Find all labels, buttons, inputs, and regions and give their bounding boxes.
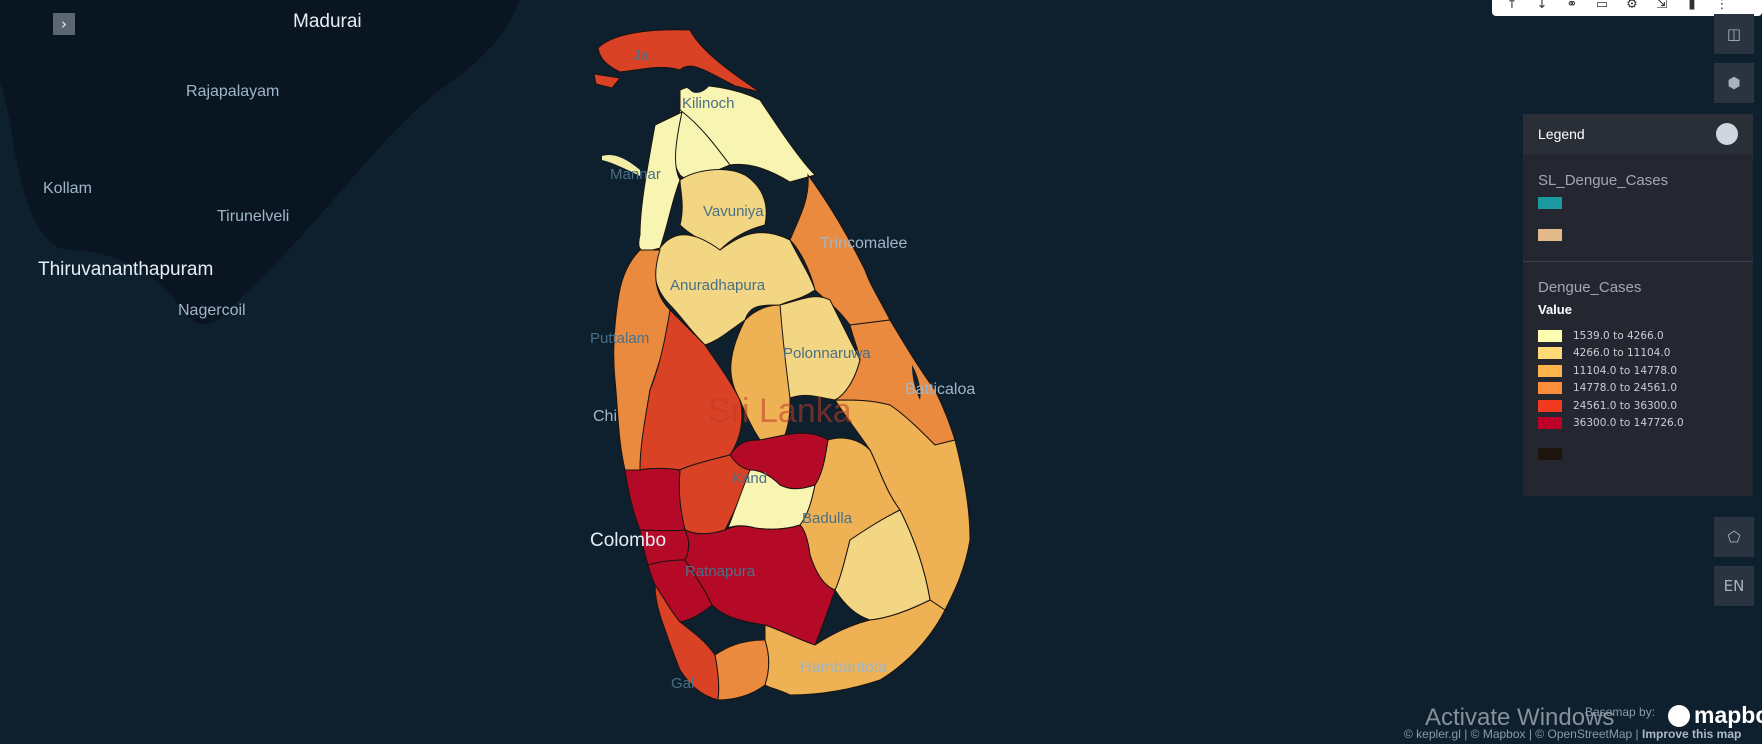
basemap-by-label: Basemap by: xyxy=(1585,705,1656,719)
label-madurai: Madurai xyxy=(293,11,362,32)
mapbox-logo-icon xyxy=(1668,704,1690,727)
district-kalutara[interactable] xyxy=(647,559,713,623)
mapbox-logo-text: mapbox xyxy=(1694,702,1762,728)
cube-icon: ⬢ xyxy=(1727,74,1741,92)
legend-bins: 1539.0 to 4266.0 4266.0 to 11104.0 11104.0… xyxy=(1523,327,1753,432)
label-polonnaruwa: Polonnaruwa xyxy=(783,345,871,362)
district-gampaha[interactable] xyxy=(624,468,686,532)
label-thiruvananthapuram: Thiruvananthapuram xyxy=(38,259,214,280)
district-monaragala[interactable] xyxy=(834,509,931,621)
district-vavuniya[interactable] xyxy=(679,169,767,251)
legend-bin-swatch xyxy=(1538,364,1562,377)
attribution: © kepler.gl | © Mapbox | © OpenStreetMap… xyxy=(1404,727,1741,741)
label-puttalam: Puttalam xyxy=(590,330,650,347)
draw-polygon-button[interactable]: ⬠ xyxy=(1714,517,1754,557)
gear-icon[interactable]: ⚙ xyxy=(1626,0,1638,12)
legend-bin-label: 14778.0 to 24561.0 xyxy=(1573,382,1678,395)
layer2-title: Dengue_Cases xyxy=(1538,279,1642,296)
comment-icon[interactable]: ▭ xyxy=(1595,0,1609,12)
district-jaffna[interactable] xyxy=(593,29,761,93)
attribution-text[interactable]: © kepler.gl | © Mapbox | © OpenStreetMap… xyxy=(1404,727,1639,741)
legend-bin-swatch xyxy=(1538,399,1562,412)
label-anuradhapura: Anuradhapura xyxy=(670,277,766,294)
district-polygons xyxy=(593,29,971,701)
legend-panel: Legend SL_Dengue_Cases Dengue_Cases Valu… xyxy=(1523,114,1753,496)
layer1-stroke-swatch xyxy=(1538,229,1562,241)
legend-bin-1: 4266.0 to 11104.0 xyxy=(1523,345,1753,363)
map-toolbar: ↑ ↓ ⚭ ▭ ⚙ ⇲ ▮ ⋮ xyxy=(1492,0,1762,16)
label-trincomalee: Trincomalee xyxy=(820,235,908,252)
label-rajapalayam: Rajapalayam xyxy=(186,83,280,100)
legend-title: Legend xyxy=(1538,126,1585,142)
label-tirunelveli: Tirunelveli xyxy=(217,208,290,225)
legend-bin-label: 11104.0 to 14778.0 xyxy=(1573,364,1678,377)
legend-bin-swatch xyxy=(1538,329,1562,342)
legend-bin-label: 1539.0 to 4266.0 xyxy=(1573,329,1664,342)
label-batticaloa: Batticaloa xyxy=(905,381,976,398)
legend-bin-2: 11104.0 to 14778.0 xyxy=(1523,362,1753,380)
label-kollam: Kollam xyxy=(43,180,92,197)
more-icon[interactable]: ⋮ xyxy=(1715,0,1729,12)
label-vavuniya: Vavuniya xyxy=(703,203,764,220)
label-chilaw: Chi xyxy=(593,408,618,425)
label-badulla: Badulla xyxy=(802,510,853,527)
language-button[interactable]: EN xyxy=(1714,566,1754,606)
legend-header: Legend xyxy=(1523,114,1753,154)
legend-bin-5: 36300.0 to 147726.0 xyxy=(1523,415,1753,433)
link-icon[interactable]: ⚭ xyxy=(1566,0,1578,12)
district-trincomalee[interactable] xyxy=(789,173,891,326)
layer1-title: SL_Dengue_Cases xyxy=(1538,172,1669,189)
legend-bin-3: 14778.0 to 24561.0 xyxy=(1523,380,1753,398)
label-jaffna: Ja xyxy=(633,47,649,64)
language-label: EN xyxy=(1723,577,1745,595)
label-kilinochchi: Kilinoch xyxy=(682,95,735,112)
legend-bin-swatch xyxy=(1538,417,1562,430)
legend-bin-label: 24561.0 to 36300.0 xyxy=(1573,399,1678,412)
label-galle: Gal xyxy=(671,675,695,692)
3d-view-button[interactable]: ⬢ xyxy=(1714,63,1754,103)
mapbox-logo[interactable]: mapbox xyxy=(1668,702,1762,729)
legend-bin-4: 24561.0 to 36300.0 xyxy=(1523,397,1753,415)
export-icon[interactable]: ⇲ xyxy=(1656,0,1668,12)
arrow-up-icon[interactable]: ↑ xyxy=(1506,0,1518,12)
label-sri-lanka: Sri Lanka xyxy=(708,392,852,430)
legend-bin-label: 4266.0 to 11104.0 xyxy=(1573,347,1671,360)
layer1-fill-swatch xyxy=(1538,197,1562,209)
split-map-button[interactable]: ◫ xyxy=(1714,14,1754,54)
value-label: Value xyxy=(1538,302,1572,317)
stroke-color-swatch xyxy=(1538,448,1562,460)
label-mannar: Mannar xyxy=(610,166,661,183)
trash-icon[interactable]: ▮ xyxy=(1688,0,1696,12)
expand-panel-button[interactable]: › xyxy=(53,13,75,35)
arrow-down-icon[interactable]: ↓ xyxy=(1536,0,1548,12)
polygon-icon: ⬠ xyxy=(1727,528,1741,546)
label-kandy: Kand xyxy=(732,470,768,487)
district-hambantota[interactable] xyxy=(764,599,946,696)
split-map-icon: ◫ xyxy=(1726,25,1742,43)
label-ratnapura: Ratnapura xyxy=(685,563,756,580)
label-colombo: Colombo xyxy=(590,530,667,551)
legend-bin-0: 1539.0 to 4266.0 xyxy=(1523,327,1753,345)
improve-map-link[interactable]: Improve this map xyxy=(1642,727,1742,741)
label-hambantota: Hambantota xyxy=(800,659,888,676)
district-ratnapura[interactable] xyxy=(683,524,836,646)
district-matara[interactable] xyxy=(714,639,770,701)
legend-bin-swatch xyxy=(1538,382,1562,395)
india-landmass xyxy=(0,0,520,325)
legend-toggle-icon[interactable] xyxy=(1716,123,1738,145)
activate-windows-watermark: Activate Windows xyxy=(1425,704,1615,731)
district-matale[interactable] xyxy=(730,304,791,441)
label-nagercoil: Nagercoil xyxy=(178,302,246,319)
legend-bin-label: 36300.0 to 147726.0 xyxy=(1573,417,1684,430)
legend-bin-swatch xyxy=(1538,347,1562,360)
legend-divider xyxy=(1523,261,1753,262)
